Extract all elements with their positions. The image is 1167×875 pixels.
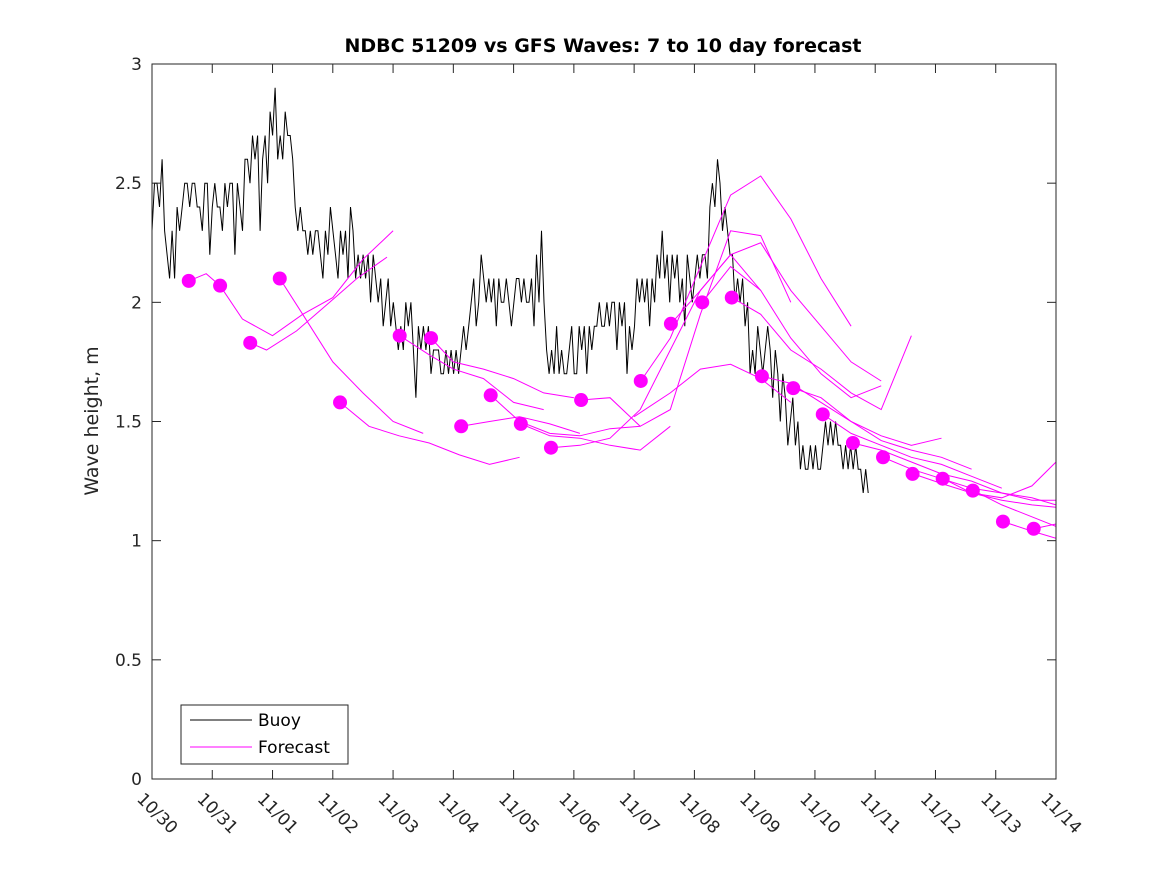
forecast-point: [1026, 521, 1041, 536]
legend-label-buoy: Buoy: [258, 711, 301, 731]
forecast-point: [845, 435, 860, 450]
forecast-point: [965, 483, 980, 498]
y-tick-label: 2: [131, 293, 142, 313]
plot-area: [152, 87, 1056, 539]
forecast-point: [995, 514, 1010, 529]
legend-label-forecast: Forecast: [258, 738, 330, 758]
y-axis-label: Wave height, m: [81, 346, 103, 495]
forecast-point: [754, 369, 769, 384]
x-tick-label: 11/09: [735, 789, 784, 838]
x-tick-label: 11/10: [795, 789, 844, 838]
x-tick-label: 11/11: [856, 789, 905, 838]
forecast-point: [454, 419, 469, 434]
forecast-point: [695, 295, 710, 310]
x-tick-label: 11/05: [494, 789, 543, 838]
forecast-point: [543, 440, 558, 455]
forecast-point: [424, 331, 439, 346]
forecast-point: [513, 416, 528, 431]
y-tick-label: 0.5: [115, 651, 142, 671]
forecast-line-23: [943, 478, 1056, 508]
forecast-point: [876, 450, 891, 465]
forecast-line-11: [581, 230, 792, 427]
x-tick-label: 11/01: [253, 789, 302, 838]
forecast-point: [333, 395, 348, 410]
forecast-line-14: [701, 265, 882, 399]
forecast-line-19: [822, 413, 1002, 489]
forecast-point: [243, 335, 258, 350]
x-tick-label: 10/31: [193, 789, 242, 838]
forecast-line-15: [731, 297, 912, 411]
chart-title: NDBC 51209 vs GFS Waves: 7 to 10 day for…: [344, 35, 861, 57]
forecast-point: [213, 278, 228, 293]
forecast-line-9: [520, 423, 671, 451]
x-tick-label: 11/14: [1036, 789, 1085, 838]
forecast-line-7: [461, 416, 581, 434]
forecast-line-6: [430, 337, 574, 399]
forecast-point: [905, 466, 920, 481]
forecast-line-8: [490, 394, 641, 437]
forecast-point: [483, 388, 498, 403]
y-tick-label: 1.5: [115, 413, 142, 433]
forecast-line-4: [339, 402, 520, 465]
x-tick-label: 11/12: [916, 789, 965, 838]
forecast-point: [574, 393, 589, 408]
forecast-line-18: [793, 387, 972, 470]
y-tick-label: 0: [131, 770, 142, 790]
forecast-point: [724, 290, 739, 305]
buoy-line: [152, 87, 869, 494]
legend: Buoy Forecast: [180, 704, 349, 765]
y-tick-label: 1: [131, 532, 142, 552]
forecast-point: [815, 407, 830, 422]
y-tick-label: 2.5: [115, 174, 142, 194]
legend-box: [180, 704, 349, 765]
axes-box: [151, 63, 1057, 780]
forecast-line-22: [913, 461, 1056, 499]
forecast-point: [181, 273, 196, 288]
forecast-point: [392, 328, 407, 343]
x-tick-label: 11/06: [554, 789, 603, 838]
forecast-line-16: [633, 363, 792, 418]
x-tick-label: 11/04: [434, 789, 483, 838]
y-tick-label: 3: [131, 55, 142, 75]
forecast-line-13: [670, 242, 882, 382]
x-tick-label: 11/07: [615, 789, 664, 838]
x-tick-label: 11/02: [313, 789, 362, 838]
forecast-point: [786, 381, 801, 396]
x-tick-label: 11/13: [976, 789, 1025, 838]
forecast-line-5: [399, 335, 544, 411]
x-tick-label: 11/03: [374, 789, 423, 838]
forecast-line-2: [250, 256, 388, 351]
forecast-point: [935, 471, 950, 486]
forecast-point: [663, 316, 678, 331]
forecast-point: [633, 373, 648, 388]
forecast-point: [272, 271, 287, 286]
forecast-line-3: [279, 278, 424, 434]
forecast-line-24: [973, 490, 1056, 527]
x-tick-label: 10/30: [132, 789, 181, 838]
x-tick-label: 11/08: [675, 789, 724, 838]
